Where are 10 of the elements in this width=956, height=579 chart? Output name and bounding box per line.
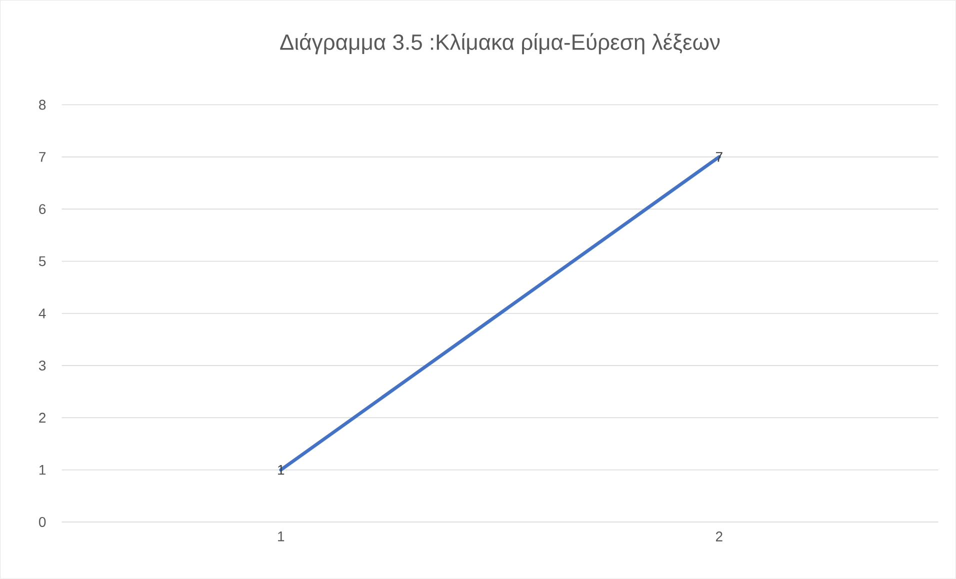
chart-title: Διάγραμμα 3.5 :Κλίμακα ρίμα-Εύρεση λέξεων bbox=[280, 33, 720, 54]
y-tick-label: 1 bbox=[39, 465, 46, 475]
y-tick-label: 4 bbox=[38, 308, 46, 318]
y-tick-label: 3 bbox=[38, 360, 46, 371]
y-tick-label: 2 bbox=[39, 412, 46, 423]
y-tick-label: 0 bbox=[38, 517, 46, 528]
y-tick-label: 5 bbox=[38, 256, 46, 266]
y-tick-label: 8 bbox=[39, 100, 46, 110]
y-tick-label: 6 bbox=[39, 204, 46, 214]
y-tick-label: 7 bbox=[39, 152, 46, 162]
